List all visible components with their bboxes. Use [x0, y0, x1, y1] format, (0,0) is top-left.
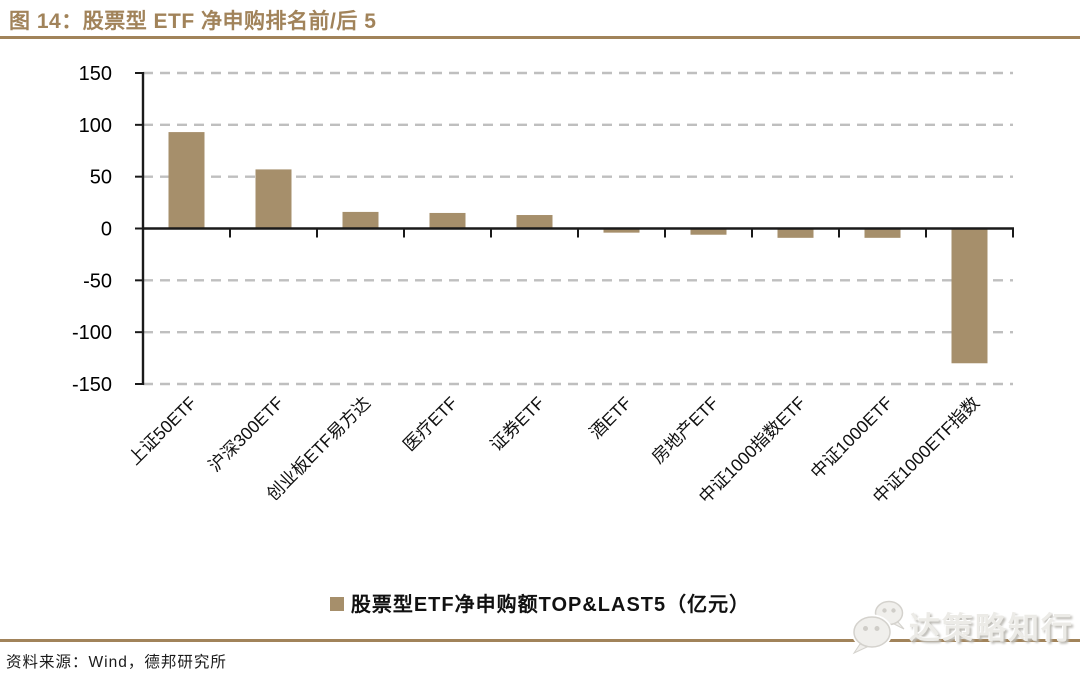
x-axis-label: 酒ETF [585, 393, 635, 443]
legend-swatch [329, 596, 344, 611]
bar-上证50ETF [168, 132, 205, 229]
y-axis-tick-label: -100 [72, 322, 112, 344]
y-axis-tick-label: 150 [79, 63, 112, 85]
y-axis-tick-label: 100 [79, 115, 112, 137]
chart-legend: 股票型ETF净申购额TOP&LAST5（亿元） [0, 588, 1080, 617]
title-divider [0, 36, 1080, 39]
footer-divider [0, 639, 1080, 642]
bar-医疗ETF [429, 212, 466, 229]
y-axis-tick-label: 50 [90, 167, 112, 189]
x-axis-label: 证券ETF [486, 393, 548, 455]
bar-中证1000ETF [864, 228, 901, 238]
bar-酒ETF [603, 228, 640, 233]
wechat-icon [851, 600, 905, 655]
bar-房地产ETF [690, 228, 727, 235]
bar-证券ETF [516, 215, 553, 229]
x-axis-label: 中证1000ETF [807, 393, 897, 483]
x-axis-label: 沪深300ETF [204, 393, 287, 476]
figure-title: 图 14：股票型 ETF 净申购排名前/后 5 [9, 10, 377, 33]
x-axis-label: 医疗ETF [399, 393, 461, 455]
y-axis-tick-label: -150 [72, 374, 112, 396]
etf-net-subscription-bar-chart: 150 100 50 0 -50 -100 -150 上证50ETF 沪深300ETF 创业板ET… [72, 63, 1014, 507]
watermark-text: 达策略知行 [909, 611, 1074, 646]
bar-创业板ETF易方达 [342, 211, 379, 229]
x-axis-label: 房地产ETF [648, 393, 723, 468]
source-note: 资料来源：Wind，德邦研究所 [6, 654, 227, 671]
y-axis-tick-label: 0 [101, 219, 112, 241]
bar-中证1000ETF指数 [951, 228, 988, 364]
y-axis-tick-label: -50 [83, 270, 112, 292]
bar-沪深300ETF [255, 169, 292, 229]
bar-中证1000指数ETF [777, 228, 814, 238]
watermark: 达策略知行 [851, 594, 1074, 656]
x-axis-label: 上证50ETF [124, 393, 200, 469]
legend-label: 股票型ETF净申购额TOP&LAST5（亿元） [350, 594, 751, 616]
